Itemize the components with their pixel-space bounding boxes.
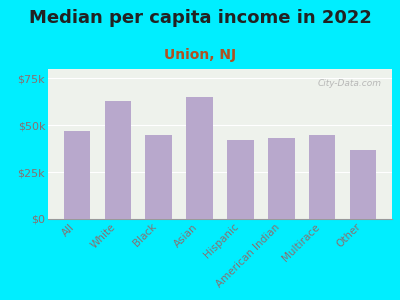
Bar	[145, 135, 172, 219]
Bar	[350, 150, 376, 219]
Bar	[227, 140, 254, 219]
Bar	[64, 131, 90, 219]
Text: City-Data.com: City-Data.com	[318, 80, 382, 88]
Bar	[309, 135, 336, 219]
Text: Median per capita income in 2022: Median per capita income in 2022	[28, 9, 372, 27]
Bar	[186, 97, 213, 219]
Bar	[268, 138, 295, 219]
Bar	[104, 101, 131, 219]
Text: Union, NJ: Union, NJ	[164, 48, 236, 62]
